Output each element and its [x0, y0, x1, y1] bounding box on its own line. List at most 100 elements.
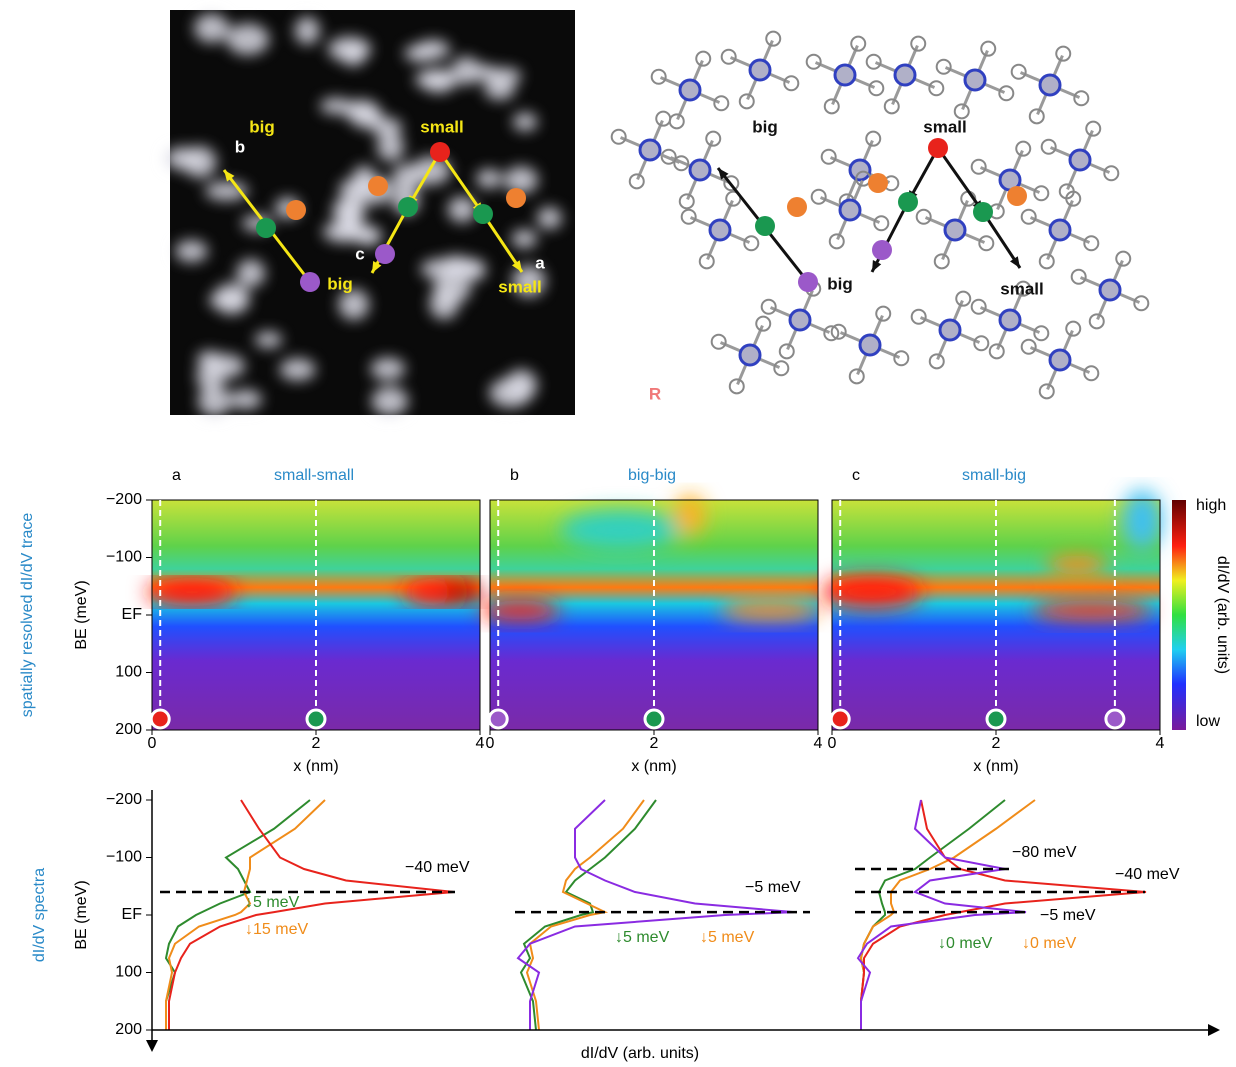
stm-blob	[371, 118, 402, 138]
phenyl	[744, 236, 758, 250]
heatmap-feature	[720, 600, 820, 620]
y-axis-arrow	[146, 1040, 158, 1052]
stm-blob	[328, 37, 371, 62]
phenyl	[656, 112, 670, 126]
phenyl	[1090, 314, 1104, 328]
phenyl	[911, 37, 925, 51]
porphyrin	[945, 220, 965, 240]
site-marker	[872, 240, 892, 260]
site-marker	[430, 142, 450, 162]
phenyl	[812, 190, 826, 204]
porphyrin	[840, 200, 860, 220]
site-marker	[868, 173, 888, 193]
x-axis-arrow	[1208, 1024, 1220, 1036]
site-marker	[798, 272, 818, 292]
heatmap-feature	[1047, 555, 1107, 575]
y-tick-label: −100	[106, 549, 142, 566]
phenyl	[714, 96, 728, 110]
model-label: small	[1000, 279, 1043, 298]
site-marker	[1007, 186, 1027, 206]
heatmap-feature	[560, 510, 680, 550]
molecular-model	[612, 32, 1149, 399]
peak-label: −5 meV	[1040, 907, 1096, 924]
peak-label: −80 meV	[1012, 844, 1077, 861]
porphyrin	[1040, 75, 1060, 95]
stm-blob	[236, 259, 265, 287]
site-marker	[928, 138, 948, 158]
phenyl	[766, 32, 780, 46]
arrow	[938, 148, 983, 212]
site-marker	[300, 272, 320, 292]
phenyl	[712, 335, 726, 349]
stm-blob	[255, 331, 282, 348]
phenyl	[874, 216, 888, 230]
stm-blob	[229, 390, 262, 410]
phenyl	[825, 99, 839, 113]
stm-blob	[506, 369, 538, 400]
phenyl	[981, 42, 995, 56]
phenyl	[917, 210, 931, 224]
spectrum-line	[169, 800, 454, 1030]
phenyl	[979, 236, 993, 250]
spectrum-line	[166, 800, 325, 1030]
stm-label: small	[498, 277, 541, 296]
heatmap-feature	[480, 600, 560, 620]
model-label: big	[827, 274, 853, 293]
stm-label: c	[355, 244, 364, 263]
porphyrin	[690, 160, 710, 180]
phenyl	[1022, 340, 1036, 354]
phenyl	[756, 317, 770, 331]
porphyrin	[1050, 350, 1070, 370]
stm-blob	[371, 357, 406, 380]
stm-blob	[476, 169, 502, 188]
phenyl	[722, 50, 736, 64]
colorbar-high: high	[1196, 497, 1226, 514]
porphyrin	[740, 345, 760, 365]
phenyl	[682, 210, 696, 224]
stm-label: big	[249, 117, 275, 136]
phenyl	[935, 254, 949, 268]
figure: bigbsmallcbigasmallbigsmallbigsmallRasma…	[0, 0, 1236, 1067]
x-tick-label: 2	[312, 735, 321, 752]
model-label: R	[649, 384, 661, 403]
phenyl	[612, 130, 626, 144]
phenyl	[851, 37, 865, 51]
stm-blob	[335, 224, 377, 242]
position-marker	[831, 710, 849, 728]
shift-label: ↓5 meV	[700, 929, 755, 946]
phenyl	[1034, 186, 1048, 200]
y-tick-label: −200	[106, 491, 142, 508]
phenyl	[740, 94, 754, 108]
phenyl	[999, 86, 1013, 100]
site-marker	[286, 200, 306, 220]
heatmap-feature	[444, 584, 480, 600]
site-marker	[473, 204, 493, 224]
site-marker	[375, 244, 395, 264]
phenyl	[1072, 270, 1086, 284]
stm-blob	[338, 289, 369, 320]
spectrum-line	[861, 800, 1146, 1030]
stm-blob	[214, 283, 250, 314]
spectrum-line	[518, 800, 794, 1030]
stm-blob	[198, 386, 231, 416]
stm-blob	[513, 113, 537, 131]
stm-label: a	[535, 253, 545, 272]
phenyl	[850, 369, 864, 383]
phenyl	[1056, 47, 1070, 61]
phenyl	[762, 300, 776, 314]
shift-label: ↓15 meV	[245, 921, 308, 938]
model-label: small	[923, 117, 966, 136]
shift-label: ↓0 meV	[1022, 935, 1077, 952]
phenyl	[1042, 140, 1056, 154]
stm-blob	[183, 146, 216, 178]
y-tick-label: 200	[115, 1021, 142, 1038]
shift-label: ↓0 meV	[938, 935, 993, 952]
site-marker	[973, 202, 993, 222]
phenyl	[784, 76, 798, 90]
phenyl	[867, 55, 881, 69]
phenyl	[929, 81, 943, 95]
x-axis-label: x (nm)	[293, 758, 338, 775]
site-marker	[256, 218, 276, 238]
stm-blob	[372, 386, 409, 415]
phenyl	[1016, 142, 1030, 156]
